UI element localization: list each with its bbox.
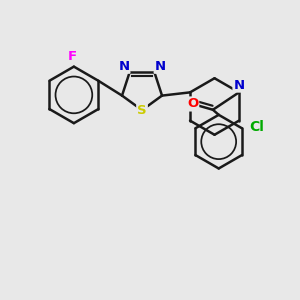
Text: O: O — [187, 98, 198, 110]
Text: Cl: Cl — [249, 120, 264, 134]
Text: N: N — [118, 60, 129, 73]
Text: N: N — [154, 60, 166, 73]
Text: F: F — [68, 50, 77, 63]
Text: S: S — [137, 103, 147, 117]
Text: N: N — [233, 79, 244, 92]
